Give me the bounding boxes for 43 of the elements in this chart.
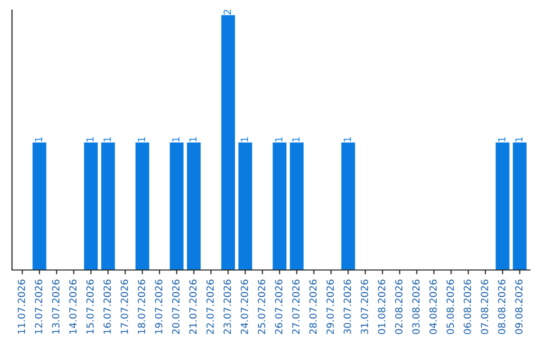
- x-tick-label: 27.07.2026: [292, 280, 300, 334]
- x-tick-label: 11.07.2026: [18, 280, 26, 334]
- data-label: 1: [104, 137, 111, 142]
- data-label: 2: [224, 10, 231, 14]
- x-tick-label: 29.07.2026: [326, 280, 334, 334]
- data-label: 1: [35, 137, 42, 142]
- x-tick-label: 06.08.2026: [464, 280, 472, 334]
- x-tick-label: 01.08.2026: [378, 280, 386, 334]
- data-label: 1: [344, 137, 351, 142]
- x-tick-label: 20.07.2026: [172, 280, 180, 334]
- x-tick-label: 22.07.2026: [206, 280, 214, 334]
- data-label: 1: [189, 137, 196, 142]
- data-label: 1: [172, 137, 180, 142]
- x-tick-label: 21.07.2026: [189, 280, 197, 334]
- x-tick-label: 09.08.2026: [515, 280, 523, 334]
- x-tick-label: 15.07.2026: [86, 280, 94, 334]
- x-tick-label: 18.07.2026: [138, 280, 146, 334]
- data-label: 1: [498, 137, 506, 142]
- x-tick-label: 23.07.2026: [224, 280, 231, 334]
- x-tick-label: 19.07.2026: [154, 280, 162, 334]
- x-tick-label: 13.07.2026: [52, 280, 60, 334]
- data-label: 1: [138, 137, 146, 142]
- x-tick-label: 17.07.2026: [120, 280, 128, 334]
- data-label: 1: [86, 137, 94, 142]
- x-tick-label: 04.08.2026: [429, 280, 437, 334]
- x-tick-label: 16.07.2026: [104, 280, 111, 334]
- x-tick-label: 08.08.2026: [498, 280, 506, 334]
- x-tick-label: 31.07.2026: [360, 280, 368, 334]
- x-tick-label: 12.07.2026: [34, 280, 42, 334]
- data-label: 1: [240, 137, 248, 142]
- data-label: 1: [275, 137, 282, 142]
- x-tick-label: 14.07.2026: [69, 280, 77, 334]
- x-tick-label: 30.07.2026: [344, 280, 352, 334]
- data-label: 1: [292, 137, 300, 142]
- x-tick-label: 25.07.2026: [258, 280, 266, 334]
- x-tick-label: 26.07.2026: [275, 280, 282, 334]
- x-tick-label: 28.07.2026: [309, 280, 317, 334]
- x-tick-label: 03.08.2026: [412, 280, 420, 334]
- data-label: 1: [515, 137, 522, 142]
- x-tick-label: 24.07.2026: [240, 280, 248, 334]
- x-tick-label: 02.08.2026: [395, 280, 402, 334]
- x-tick-label: 05.08.2026: [446, 280, 454, 334]
- x-tick-label: 07.08.2026: [480, 280, 488, 334]
